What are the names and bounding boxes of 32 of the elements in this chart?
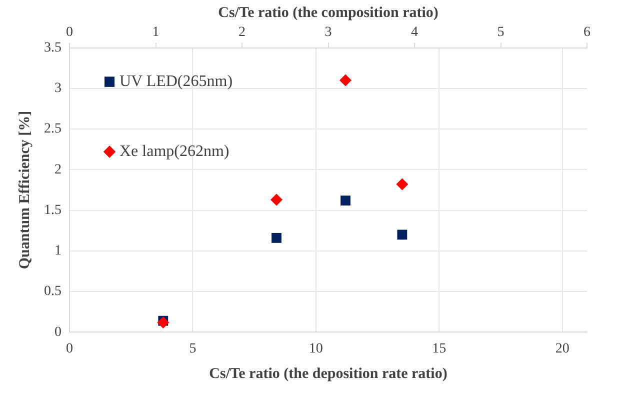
x2-tick-label: 1 bbox=[152, 25, 160, 40]
y-tick-label: 1 bbox=[54, 244, 62, 259]
point bbox=[272, 232, 282, 243]
point bbox=[157, 316, 170, 328]
y-axis-title: Quantum Efficiency [%] bbox=[16, 110, 33, 270]
y-tick-label: 1.5 bbox=[44, 202, 62, 218]
y-tick-label: 0.5 bbox=[44, 284, 62, 300]
point bbox=[270, 194, 282, 206]
point bbox=[340, 196, 350, 206]
y-tick-label: 2.5 bbox=[44, 122, 62, 137]
y-tick-label: 3 bbox=[54, 81, 62, 96]
x2-tick-label: 2 bbox=[238, 25, 246, 40]
legend-label: Xe lamp(262nm) bbox=[120, 143, 230, 160]
x-tick-label: 20 bbox=[555, 341, 570, 356]
x2-tick-label: 3 bbox=[324, 25, 332, 40]
point bbox=[396, 178, 408, 190]
x-tick-label: 0 bbox=[66, 341, 73, 356]
x-tick-label: 15 bbox=[432, 341, 446, 356]
x2-tick-label: 5 bbox=[497, 25, 504, 40]
point bbox=[397, 230, 408, 240]
legend-label: UV LED(265nm) bbox=[120, 73, 233, 90]
y-tick-label: 0 bbox=[54, 324, 62, 340]
x-tick-label: 10 bbox=[308, 341, 323, 356]
x-axis-title: Cs/Te ratio (the deposition rate ratio) bbox=[209, 366, 448, 382]
y-tick-label: 3.5 bbox=[44, 40, 62, 56]
x2-tick-label: 4 bbox=[411, 25, 418, 40]
x2-tick-label: 6 bbox=[584, 25, 590, 40]
x2-axis-title: Cs/Te ratio (the composition ratio) bbox=[218, 4, 438, 21]
x2-tick-label: 0 bbox=[66, 25, 73, 40]
point bbox=[340, 74, 352, 86]
y-tick-label: 2 bbox=[54, 162, 62, 178]
x-tick-label: 5 bbox=[189, 341, 196, 356]
